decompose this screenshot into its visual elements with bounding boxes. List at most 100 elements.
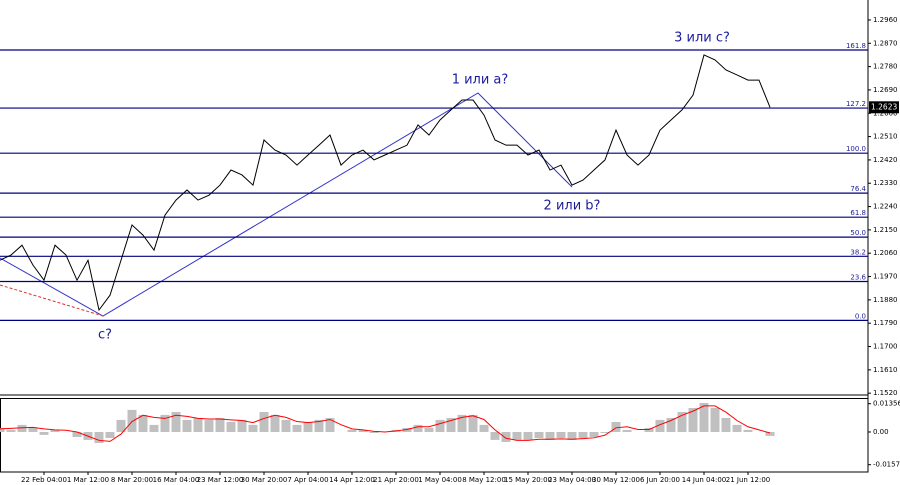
y-tick-label: 1.2780 [873,63,898,71]
histogram-bar [457,414,467,432]
histogram-bar [600,431,610,434]
price-line [0,54,771,312]
y-tick-label: 0.01356 [873,400,900,408]
histogram-bar [160,414,170,432]
histogram-bar [248,424,258,432]
histogram-bar [270,414,280,432]
histogram-bar [589,431,599,437]
histogram-bar [28,428,38,432]
histogram-bar [666,418,676,432]
histogram-bar [237,419,247,432]
fib-label: 38.2 [850,248,866,256]
y-tick-label: 1.1610 [873,366,898,374]
y-tick-label: 1.2870 [873,39,898,47]
signal-line [0,405,771,442]
histogram-bar [226,421,236,432]
histogram-bar [116,419,126,432]
y-tick-label: 1.2150 [873,226,898,234]
fib-label: 61.8 [850,209,866,217]
y-tick-label: 1.2330 [873,179,898,187]
y-tick-label: 1.2690 [873,86,898,94]
histogram-bar [347,429,357,432]
histogram-bar [204,419,214,432]
histogram-bar [193,418,203,432]
histogram-bar [281,419,291,432]
histogram-bar [743,429,753,432]
x-tick-label: 1 May 04:00 [418,476,462,484]
histogram-bar [325,418,335,432]
histogram-bar [545,431,555,440]
y-tick-label: 1.1880 [873,296,898,304]
histogram-bar [17,424,27,432]
histogram-bar [622,429,632,432]
histogram-bar [215,418,225,432]
last-price-label: 1.2623 [871,102,897,111]
y-tick-label: 1.1790 [873,319,898,327]
y-tick-label: 1.2420 [873,156,898,164]
fib-label: 23.6 [850,273,866,281]
fib-label: 161.8 [846,42,866,50]
histogram-bar [644,428,654,432]
histogram-bar [611,421,621,432]
histogram-bar [292,424,302,432]
fib-label: 127.2 [846,100,866,108]
histogram-bar [534,431,544,439]
histogram-bar [512,431,522,440]
wave-label: 1 или a? [452,73,509,88]
x-tick-label: 1 Mar 12:00 [67,476,109,484]
x-tick-label: 21 Apr 20:00 [373,476,419,484]
histogram-bar [710,408,720,432]
x-tick-label: 30 Mar 20:00 [241,476,288,484]
wave-line [0,92,573,317]
y-tick-label: 1.1520 [873,389,898,397]
histogram-bar [765,431,775,436]
histogram-bar [171,411,181,432]
x-tick-label: 6 Jun 20:00 [640,476,680,484]
x-tick-label: 23 May 04:00 [548,476,596,484]
histogram-bar [182,419,192,432]
histogram-bar [446,418,456,432]
x-tick-label: 8 Mar 20:00 [111,476,153,484]
fib-label: 0.0 [855,312,866,320]
x-tick-label: 14 Apr 12:00 [329,476,375,484]
histogram-bar [39,431,49,435]
histogram-bar [127,409,137,432]
histogram-bar [138,414,148,432]
x-tick-label: 14 Jun 04:00 [682,476,726,484]
histogram-bar [402,428,412,432]
x-tick-label: 8 May 12:00 [462,476,506,484]
histogram-bar [369,431,379,434]
histogram-bar [655,419,665,432]
histogram-bar [435,419,445,432]
x-tick-label: 16 Mar 04:00 [153,476,200,484]
wave-line-dashed [0,284,104,317]
histogram-bar [72,431,82,437]
fib-label: 50.0 [850,229,866,237]
histogram-bar [578,431,588,439]
histogram-bar [699,403,709,432]
histogram-bar [94,431,104,444]
histogram-bar [303,421,313,432]
x-tick-label: 22 Feb 04:00 [21,476,67,484]
histogram-bar [677,411,687,432]
histogram-bar [358,429,368,432]
wave-label: 3 или c? [674,31,730,46]
wave-label: 2 или b? [544,199,601,214]
histogram-bar [501,431,511,442]
fib-label: 76.4 [850,185,866,193]
x-tick-label: 30 May 12:00 [592,476,640,484]
y-tick-label: 1.2060 [873,249,898,257]
y-tick-label: 1.2960 [873,16,898,24]
histogram-bar [424,428,434,432]
x-tick-label: 15 May 20:00 [504,476,552,484]
histogram-bar [0,428,5,432]
histogram-bar [523,431,533,440]
histogram-bar [479,424,489,432]
histogram-bar [413,424,423,432]
last-price-box [869,101,899,114]
histogram-bar [314,419,324,432]
histogram-bar [149,424,159,432]
y-tick-label: 1.1970 [873,273,898,281]
